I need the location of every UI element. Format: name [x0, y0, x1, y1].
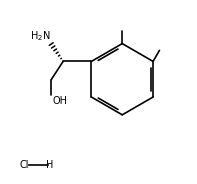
- Text: H$_2$N: H$_2$N: [30, 29, 50, 43]
- Text: H: H: [46, 160, 54, 170]
- Text: Cl: Cl: [20, 160, 29, 170]
- Text: OH: OH: [52, 96, 67, 106]
